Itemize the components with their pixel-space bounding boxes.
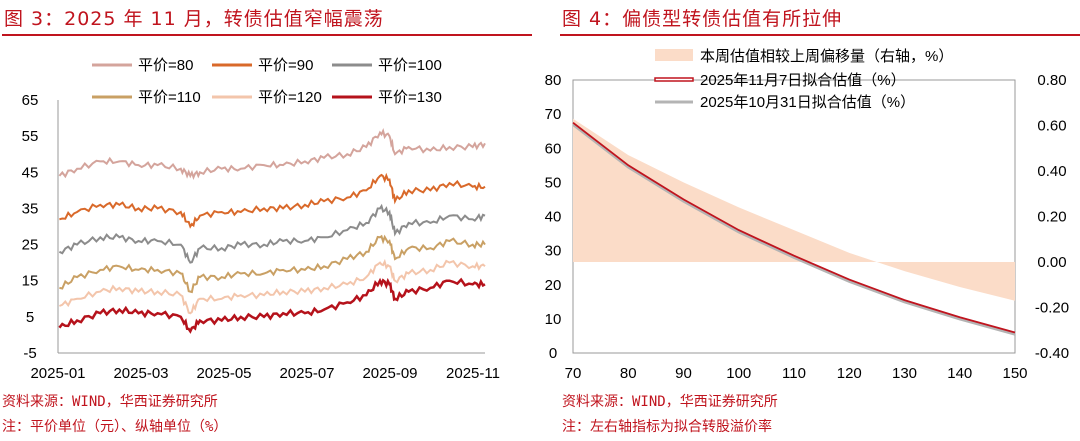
right-y2-tick-label: 0.40 bbox=[1037, 163, 1066, 180]
right-y2-tick-label: 0.60 bbox=[1037, 118, 1066, 135]
right-y2-tick-label: 0.20 bbox=[1037, 209, 1066, 226]
right-y-tick-label: 40 bbox=[545, 209, 562, 226]
right-legend-swatch bbox=[655, 49, 693, 61]
right-legend-label: 2025年10月31日拟合估值（%） bbox=[700, 94, 915, 111]
right-x-tick-label: 130 bbox=[892, 365, 917, 382]
left-legend-label: 平价=80 bbox=[138, 57, 193, 74]
right-y-tick-label: 80 bbox=[545, 72, 562, 89]
left-legend-label: 平价=130 bbox=[378, 89, 442, 106]
left-x-tick-label: 2025-11 bbox=[446, 365, 500, 382]
right-note: 注：左右轴指标为拟合转股溢价率 bbox=[562, 419, 772, 435]
right-y2-tick-label: -0.20 bbox=[1035, 300, 1069, 317]
right-offset-area bbox=[573, 118, 1015, 301]
left-x-tick-label: 2025-01 bbox=[30, 365, 85, 382]
right-y-tick-label: 20 bbox=[545, 277, 562, 294]
right-fit-line bbox=[572, 123, 1016, 336]
right-x-tick-label: 140 bbox=[947, 365, 972, 382]
left-legend-label: 平价=100 bbox=[378, 57, 442, 74]
right-title-rule bbox=[560, 34, 1080, 36]
right-fit-line bbox=[572, 121, 1016, 334]
left-legend-label: 平价=110 bbox=[138, 89, 201, 106]
left-series-line bbox=[59, 172, 486, 229]
right-x-tick-label: 90 bbox=[675, 365, 692, 382]
right-x-tick-label: 110 bbox=[782, 365, 806, 382]
left-source: 资料来源：WIND，华西证券研究所 bbox=[2, 394, 218, 410]
right-y-tick-label: 70 bbox=[545, 106, 562, 123]
right-x-tick-label: 80 bbox=[620, 365, 637, 382]
right-chart-title: 图 4：偏债型转债估值有所拉伸 bbox=[562, 8, 843, 30]
right-y2-tick-label: 0.00 bbox=[1037, 254, 1066, 271]
left-series-line bbox=[58, 127, 486, 180]
right-y-tick-label: 0 bbox=[549, 345, 557, 362]
left-chart-title: 图 3：2025 年 11 月，转债估值窄幅震荡 bbox=[4, 8, 384, 30]
left-y-tick-label: 65 bbox=[22, 92, 39, 109]
right-legend-label: 2025年11月7日拟合估值（%） bbox=[700, 72, 906, 89]
left-legend-label: 平价=90 bbox=[258, 57, 313, 74]
left-y-tick-label: 25 bbox=[22, 237, 39, 254]
right-y2-tick-label: 0.80 bbox=[1037, 72, 1066, 89]
right-x-tick-label: 120 bbox=[837, 365, 862, 382]
left-series-line bbox=[58, 203, 486, 264]
left-x-tick-label: 2025-09 bbox=[362, 365, 417, 382]
right-y2-tick-label: -0.40 bbox=[1035, 345, 1069, 362]
left-x-tick-label: 2025-05 bbox=[196, 365, 251, 382]
left-y-tick-label: 55 bbox=[22, 128, 39, 145]
left-y-tick-label: -5 bbox=[23, 345, 36, 362]
right-y-tick-label: 10 bbox=[545, 311, 562, 328]
left-y-tick-label: 45 bbox=[22, 164, 39, 181]
left-legend-label: 平价=120 bbox=[258, 89, 322, 106]
right-source: 资料来源：WIND，华西证券研究所 bbox=[562, 394, 778, 410]
right-y-tick-label: 50 bbox=[545, 174, 562, 191]
right-legend-swatch bbox=[654, 77, 694, 82]
left-x-tick-label: 2025-07 bbox=[279, 365, 334, 382]
right-x-tick-label: 100 bbox=[726, 365, 751, 382]
right-x-tick-label: 70 bbox=[565, 365, 582, 382]
left-x-tick-label: 2025-03 bbox=[113, 365, 168, 382]
left-series-line bbox=[58, 277, 486, 334]
right-y-tick-label: 60 bbox=[545, 140, 562, 157]
left-y-tick-label: 35 bbox=[22, 200, 39, 217]
right-legend-label: 本周估值相较上周偏移量（右轴，%） bbox=[700, 47, 953, 65]
right-y-tick-label: 30 bbox=[545, 243, 562, 260]
left-y-tick-label: 5 bbox=[26, 309, 34, 326]
left-y-tick-label: 15 bbox=[22, 273, 39, 290]
right-x-tick-label: 150 bbox=[1002, 365, 1027, 382]
left-note: 注：平价单位（元）、纵轴单位（%） bbox=[2, 419, 228, 435]
left-series-line bbox=[59, 234, 486, 294]
left-title-rule bbox=[2, 34, 532, 36]
left-series-line bbox=[59, 258, 486, 315]
